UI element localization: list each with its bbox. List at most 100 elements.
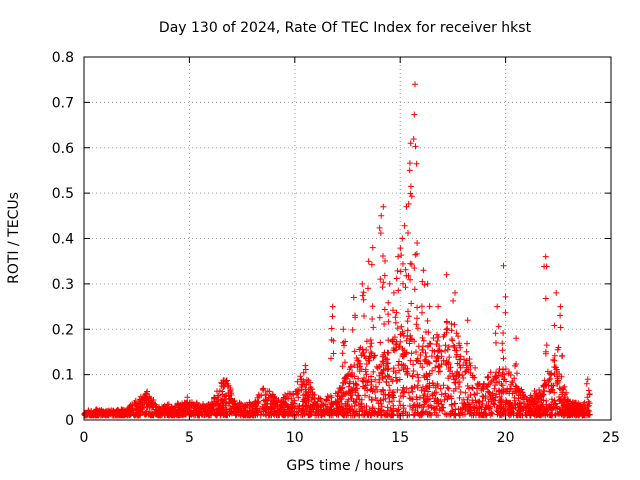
data-point	[456, 340, 463, 347]
data-point	[370, 386, 377, 393]
data-point	[500, 262, 507, 269]
data-point	[513, 335, 520, 342]
data-point	[302, 366, 309, 373]
data-point	[426, 395, 433, 402]
data-point	[405, 313, 412, 320]
data-point	[394, 407, 401, 414]
data-point	[355, 402, 362, 408]
data-point	[507, 399, 514, 406]
data-point	[158, 406, 165, 413]
data-point	[362, 368, 369, 375]
data-point	[450, 297, 457, 304]
data-point	[414, 304, 421, 311]
data-point	[416, 412, 423, 419]
data-point	[384, 372, 391, 379]
data-point	[389, 338, 396, 344]
data-point	[479, 412, 486, 419]
data-point	[392, 374, 399, 381]
data-point	[487, 403, 494, 410]
data-point	[491, 385, 498, 392]
data-point	[464, 317, 471, 324]
data-point	[360, 289, 367, 296]
data-point	[453, 347, 460, 354]
data-point	[366, 394, 373, 400]
data-point	[396, 398, 403, 405]
data-point	[434, 353, 441, 360]
data-point	[453, 330, 460, 337]
y-tick-label: 0.8	[52, 50, 74, 66]
data-point	[496, 378, 503, 385]
data-point	[533, 404, 540, 410]
data-point	[224, 411, 230, 418]
data-point	[419, 278, 426, 285]
data-point	[558, 373, 565, 380]
data-point	[402, 266, 409, 273]
data-point	[271, 412, 278, 419]
data-point	[307, 411, 314, 418]
data-point	[332, 398, 339, 405]
data-point	[453, 372, 460, 379]
data-point	[471, 391, 478, 398]
data-point	[363, 338, 370, 345]
data-point	[411, 111, 418, 118]
data-point	[191, 412, 197, 419]
data-point	[357, 360, 364, 367]
data-point	[437, 368, 443, 375]
data-point	[546, 402, 553, 409]
data-point	[336, 395, 343, 402]
data-point	[536, 386, 542, 393]
data-point	[394, 325, 401, 332]
data-point	[314, 398, 321, 405]
data-point	[443, 326, 450, 333]
data-point	[457, 356, 464, 363]
data-point	[407, 140, 414, 147]
data-point	[399, 410, 405, 417]
data-point	[540, 382, 547, 389]
data-point	[91, 411, 98, 418]
data-point	[502, 309, 509, 316]
data-point	[148, 401, 154, 408]
data-point	[359, 377, 366, 384]
data-point	[337, 404, 344, 411]
data-point	[476, 398, 483, 405]
data-point	[516, 412, 522, 418]
data-point	[307, 391, 314, 398]
data-point	[503, 398, 510, 405]
data-point	[419, 309, 425, 316]
data-point	[193, 399, 200, 406]
data-point	[356, 396, 363, 403]
data-point	[114, 406, 121, 413]
data-point	[368, 410, 375, 417]
data-point	[367, 349, 374, 356]
data-point	[241, 402, 248, 409]
data-point	[498, 396, 505, 403]
data-point	[214, 388, 220, 395]
data-point	[405, 272, 412, 279]
data-point	[499, 347, 506, 354]
data-point	[369, 316, 376, 322]
data-point	[535, 396, 542, 403]
data-point	[352, 410, 359, 417]
data-point	[419, 364, 426, 371]
data-point	[385, 318, 392, 325]
data-point	[406, 395, 413, 402]
data-point	[376, 379, 383, 386]
x-tick-labels: 0 5 10 15 20 25	[80, 430, 620, 446]
data-point	[440, 382, 447, 389]
data-point	[349, 386, 356, 393]
data-point	[363, 347, 370, 353]
data-point	[293, 388, 300, 395]
data-point	[156, 411, 163, 418]
data-point	[324, 397, 330, 404]
data-point	[351, 362, 358, 368]
data-point	[423, 408, 430, 415]
data-point	[335, 388, 342, 395]
data-point	[365, 285, 371, 292]
data-point	[291, 400, 298, 407]
data-point	[398, 361, 405, 368]
data-point	[492, 394, 499, 401]
data-point	[418, 411, 425, 418]
data-point	[451, 344, 458, 350]
data-point	[249, 410, 256, 417]
data-point	[554, 378, 561, 385]
